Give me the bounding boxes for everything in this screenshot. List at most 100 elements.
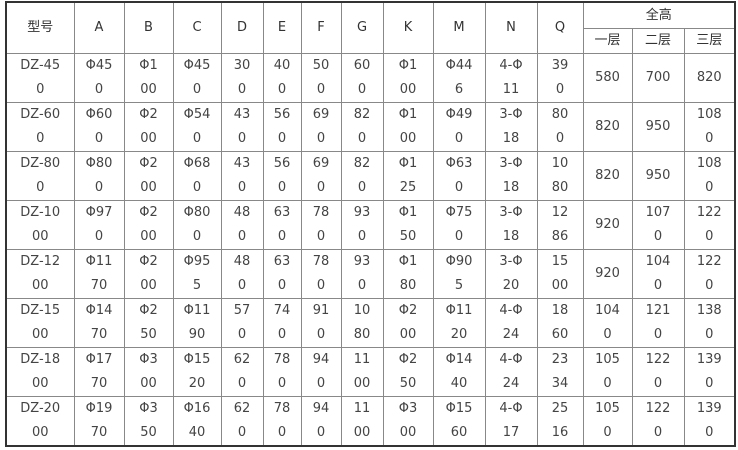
- table-cell: 950: [631, 102, 685, 152]
- table-cell: 63 0: [262, 249, 302, 299]
- table-cell: 91 0: [300, 298, 342, 348]
- table-cell: Φ68 0: [172, 151, 222, 201]
- table-cell: 82 0: [340, 102, 384, 152]
- table-cell: 57 0: [220, 298, 264, 348]
- table-cell: 62 0: [220, 347, 264, 397]
- column-header: E: [262, 1, 302, 54]
- header-row: 型号 A B C D E F G K M N Q 全高: [5, 1, 736, 54]
- sub-header: 一层: [582, 28, 633, 54]
- table-cell: 108 0: [683, 151, 736, 201]
- table-row: DZ-12 00 Φ11 70 Φ2 00 Φ95 5 48 0 63 0 78 0 93 0…: [5, 249, 736, 299]
- column-header: A: [73, 1, 125, 54]
- table-cell: Φ80 0: [73, 151, 125, 201]
- table-cell: DZ-60 0: [5, 102, 75, 152]
- table-cell: 15 00: [536, 249, 584, 299]
- table-cell: Φ90 5: [432, 249, 486, 299]
- table-cell: Φ1 80: [382, 249, 434, 299]
- table-cell: 138 0: [683, 298, 736, 348]
- table-cell: 50 0: [300, 53, 342, 103]
- table-cell: 820: [582, 151, 633, 201]
- table-cell: 105 0: [582, 396, 633, 447]
- group-header-total-height: 全高: [582, 1, 736, 29]
- spec-table: 型号 A B C D E F G K M N Q 全高 一层 二层 三层 DZ-45 0 Φ45 0 Φ1 00 Φ…: [5, 1, 736, 447]
- table-cell: 12 86: [536, 200, 584, 250]
- table-cell: 93 0: [340, 200, 384, 250]
- table-cell: 3-Φ 20: [484, 249, 538, 299]
- table-cell: 108 0: [683, 102, 736, 152]
- table-row: DZ-60 0 Φ60 0 Φ2 00 Φ54 0 43 0 56 0 69 0 82 0 Φ1…: [5, 102, 736, 152]
- table-cell: 580: [582, 53, 633, 103]
- table-cell: 43 0: [220, 102, 264, 152]
- table-cell: Φ2 50: [382, 347, 434, 397]
- table-cell: Φ2 00: [123, 102, 174, 152]
- table-cell: 11 00: [340, 347, 384, 397]
- table-cell: DZ-80 0: [5, 151, 75, 201]
- sub-header: 三层: [683, 28, 736, 54]
- table-cell: Φ2 00: [123, 151, 174, 201]
- table-row: DZ-18 00 Φ17 70 Φ3 00 Φ15 20 62 0 78 0 94 0 11 …: [5, 347, 736, 397]
- table-cell: Φ17 70: [73, 347, 125, 397]
- table-cell: 82 0: [340, 151, 384, 201]
- table-cell: 56 0: [262, 102, 302, 152]
- table-cell: DZ-12 00: [5, 249, 75, 299]
- table-cell: 10 80: [340, 298, 384, 348]
- table-cell: 10 80: [536, 151, 584, 201]
- table-cell: 40 0: [262, 53, 302, 103]
- table-cell: 4-Φ 11: [484, 53, 538, 103]
- table-cell: 4-Φ 24: [484, 298, 538, 348]
- table-cell: 43 0: [220, 151, 264, 201]
- table-cell: Φ45 0: [172, 53, 222, 103]
- table-cell: Φ3 00: [123, 347, 174, 397]
- column-header: B: [123, 1, 174, 54]
- table-cell: Φ44 6: [432, 53, 486, 103]
- table-cell: 18 60: [536, 298, 584, 348]
- table-cell: DZ-10 00: [5, 200, 75, 250]
- table-cell: 23 34: [536, 347, 584, 397]
- table-cell: 139 0: [683, 396, 736, 447]
- table-cell: 48 0: [220, 200, 264, 250]
- table-cell: Φ63 0: [432, 151, 486, 201]
- table-cell: 93 0: [340, 249, 384, 299]
- table-cell: 104 0: [631, 249, 685, 299]
- table-cell: 820: [582, 102, 633, 152]
- column-header: Q: [536, 1, 584, 54]
- table-cell: Φ1 50: [382, 200, 434, 250]
- table-cell: Φ1 00: [382, 102, 434, 152]
- table-cell: 62 0: [220, 396, 264, 447]
- table-cell: Φ54 0: [172, 102, 222, 152]
- table-cell: Φ1 25: [382, 151, 434, 201]
- table-cell: 56 0: [262, 151, 302, 201]
- table-cell: Φ14 40: [432, 347, 486, 397]
- table-cell: 78 0: [262, 396, 302, 447]
- table-cell: 69 0: [300, 102, 342, 152]
- sub-header: 二层: [631, 28, 685, 54]
- table-cell: Φ3 50: [123, 396, 174, 447]
- table-cell: Φ2 00: [123, 249, 174, 299]
- table-cell: Φ15 60: [432, 396, 486, 447]
- table-cell: 121 0: [631, 298, 685, 348]
- table-row: DZ-20 00 Φ19 70 Φ3 50 Φ16 40 62 0 78 0 94 0 11 …: [5, 396, 736, 447]
- table-cell: Φ15 20: [172, 347, 222, 397]
- table-cell: Φ80 0: [172, 200, 222, 250]
- table-cell: 63 0: [262, 200, 302, 250]
- table-cell: 80 0: [536, 102, 584, 152]
- table-cell: 4-Φ 17: [484, 396, 538, 447]
- table-cell: 94 0: [300, 347, 342, 397]
- table-cell: Φ60 0: [73, 102, 125, 152]
- table-cell: DZ-18 00: [5, 347, 75, 397]
- table-cell: 920: [582, 249, 633, 299]
- table-cell: Φ3 00: [382, 396, 434, 447]
- table-cell: 94 0: [300, 396, 342, 447]
- table-cell: 107 0: [631, 200, 685, 250]
- table-cell: 122 0: [631, 347, 685, 397]
- column-header: K: [382, 1, 434, 54]
- table-cell: 30 0: [220, 53, 264, 103]
- table-cell: 78 0: [300, 249, 342, 299]
- table-cell: 700: [631, 53, 685, 103]
- table-cell: Φ2 00: [123, 200, 174, 250]
- column-header: N: [484, 1, 538, 54]
- table-cell: Φ1 00: [382, 53, 434, 103]
- table-cell: Φ11 70: [73, 249, 125, 299]
- column-header: 型号: [5, 1, 75, 54]
- table-cell: 78 0: [300, 200, 342, 250]
